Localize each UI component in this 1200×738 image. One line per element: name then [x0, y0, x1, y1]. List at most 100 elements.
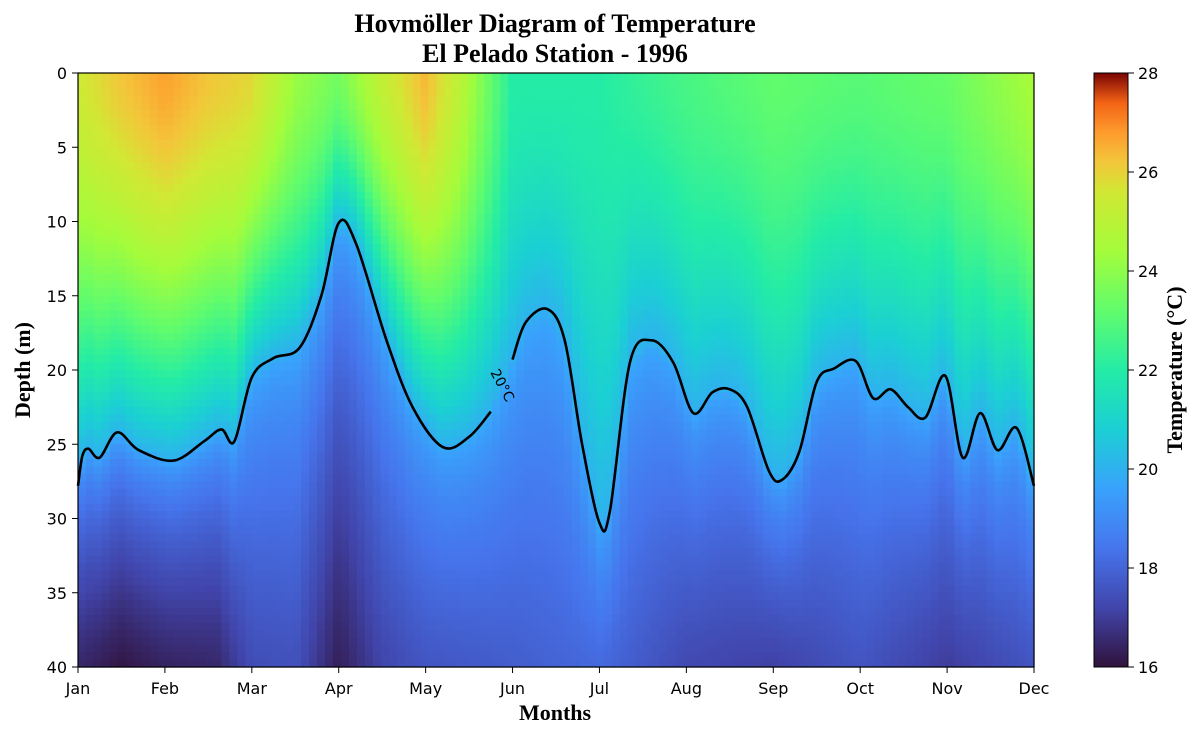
heatmap-cell [436, 511, 446, 520]
heatmap-cell [173, 429, 183, 438]
heatmap-cell [340, 488, 350, 497]
heatmap-cell [277, 95, 286, 104]
heatmap-cell [165, 214, 175, 223]
heatmap-cell [149, 459, 159, 468]
heatmap-cell [237, 399, 246, 408]
heatmap-cell [317, 392, 326, 401]
heatmap-cell [149, 585, 159, 594]
heatmap-cell [476, 162, 485, 171]
heatmap-cell [173, 525, 183, 534]
heatmap-cell [428, 266, 438, 275]
heatmap-cell [460, 511, 469, 520]
heatmap-cell [197, 169, 207, 178]
heatmap-cell [364, 421, 374, 430]
heatmap-cell [356, 325, 366, 334]
heatmap-cell [348, 310, 358, 319]
heatmap-cell [78, 95, 87, 104]
heatmap-cell [388, 496, 398, 505]
heatmap-cell [309, 629, 318, 638]
heatmap-cell [324, 652, 334, 661]
heatmap-cell [364, 325, 374, 334]
heatmap-cell [261, 147, 270, 156]
heatmap-cell [245, 303, 254, 312]
heatmap-cell [444, 154, 454, 163]
heatmap-cell [293, 169, 302, 178]
heatmap-cell [197, 325, 207, 334]
heatmap-cell [548, 102, 557, 111]
heatmap-cell [540, 592, 549, 601]
heatmap-cell [476, 169, 485, 178]
heatmap-cell [229, 503, 238, 512]
heatmap-cell [540, 503, 549, 512]
heatmap-cell [348, 384, 358, 393]
heatmap-cell [476, 199, 485, 208]
heatmap-cell [165, 251, 175, 260]
heatmap-cell [452, 407, 461, 416]
heatmap-cell [261, 362, 270, 371]
heatmap-cell [237, 496, 246, 505]
heatmap-cell [133, 206, 143, 215]
heatmap-cell [492, 622, 501, 631]
heatmap-cell [213, 421, 222, 430]
heatmap-cell [508, 132, 517, 141]
heatmap-cell [93, 637, 103, 646]
heatmap-cell [524, 266, 533, 275]
heatmap-cell [189, 622, 199, 631]
heatmap-cell [444, 451, 454, 460]
heatmap-cell [245, 362, 254, 371]
heatmap-cell [173, 488, 183, 497]
heatmap-cell [277, 139, 286, 148]
heatmap-cell [253, 102, 262, 111]
heatmap-cell [412, 221, 422, 230]
heatmap-cell [404, 243, 414, 252]
heatmap-cell [78, 73, 87, 82]
heatmap-cell [396, 577, 406, 586]
heatmap-cell [285, 214, 294, 223]
heatmap-cell [181, 399, 191, 408]
heatmap-cell [524, 221, 533, 230]
heatmap-cell [500, 607, 509, 616]
heatmap-cell [468, 139, 477, 148]
heatmap-cell [181, 191, 191, 200]
heatmap-cell [428, 199, 438, 208]
heatmap-cell [356, 436, 366, 445]
heatmap-cell [540, 444, 549, 453]
heatmap-cell [125, 310, 135, 319]
heatmap-cell [309, 139, 318, 148]
heatmap-cell [364, 533, 374, 542]
heatmap-cell [412, 436, 422, 445]
heatmap-cell [332, 80, 342, 89]
heatmap-cell [133, 451, 143, 460]
heatmap-cell [197, 110, 207, 119]
heatmap-cell [173, 459, 183, 468]
heatmap-cell [492, 540, 501, 549]
heatmap-cell [245, 154, 254, 163]
heatmap-cell [532, 258, 541, 267]
heatmap-cell [412, 176, 422, 185]
heatmap-cell [109, 421, 119, 430]
heatmap-cell [133, 288, 143, 297]
heatmap-cell [548, 644, 557, 653]
heatmap-cell [149, 318, 159, 327]
heatmap-cell [85, 615, 95, 624]
heatmap-cell [492, 377, 501, 386]
heatmap-cell [540, 459, 549, 468]
heatmap-cell [356, 117, 366, 126]
heatmap-cell [452, 221, 461, 230]
heatmap-cell [468, 414, 477, 423]
heatmap-cell [540, 243, 549, 252]
heatmap-cell [460, 540, 469, 549]
heatmap-cell [237, 511, 246, 520]
heatmap-cell [340, 87, 350, 96]
heatmap-cell [484, 199, 493, 208]
heatmap-cell [563, 87, 573, 96]
heatmap-cell [189, 540, 199, 549]
heatmap-cell [93, 481, 103, 490]
heatmap-cell [508, 629, 517, 638]
heatmap-cell [348, 73, 358, 82]
heatmap-cell [372, 511, 382, 520]
heatmap-cell [444, 377, 454, 386]
heatmap-cell [404, 280, 414, 289]
heatmap-cell [436, 325, 446, 334]
heatmap-cell [396, 228, 406, 237]
